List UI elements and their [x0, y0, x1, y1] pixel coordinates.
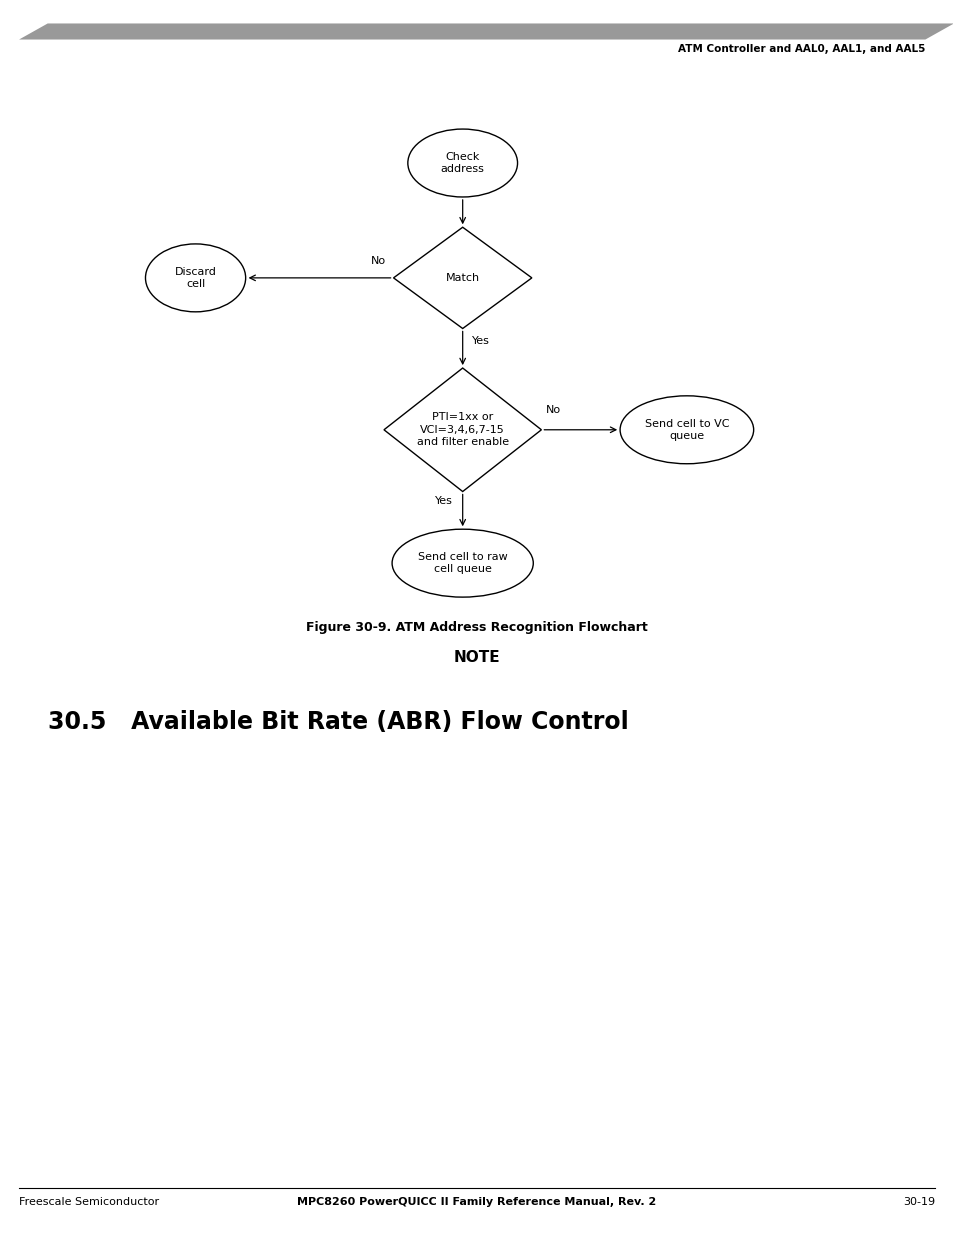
- Ellipse shape: [619, 395, 753, 463]
- Text: MPC8260 PowerQUICC II Family Reference Manual, Rev. 2: MPC8260 PowerQUICC II Family Reference M…: [297, 1197, 656, 1207]
- Text: Discard
cell: Discard cell: [174, 267, 216, 289]
- Ellipse shape: [145, 245, 246, 312]
- Text: No: No: [371, 256, 385, 266]
- Text: Yes: Yes: [435, 496, 453, 506]
- Polygon shape: [383, 368, 541, 492]
- Text: 30.5   Available Bit Rate (ABR) Flow Control: 30.5 Available Bit Rate (ABR) Flow Contr…: [48, 710, 628, 735]
- Text: NOTE: NOTE: [454, 650, 499, 664]
- Polygon shape: [19, 23, 953, 40]
- Ellipse shape: [392, 529, 533, 597]
- Text: Figure 30-9. ATM Address Recognition Flowchart: Figure 30-9. ATM Address Recognition Flo…: [306, 621, 647, 634]
- Text: Freescale Semiconductor: Freescale Semiconductor: [19, 1197, 159, 1207]
- Text: No: No: [545, 405, 560, 415]
- Text: 30-19: 30-19: [902, 1197, 934, 1207]
- Text: Match: Match: [445, 273, 479, 283]
- Text: PTI=1xx or
VCI=3,4,6,7-15
and filter enable: PTI=1xx or VCI=3,4,6,7-15 and filter ena…: [416, 412, 508, 447]
- Text: Send cell to raw
cell queue: Send cell to raw cell queue: [417, 552, 507, 574]
- Text: Check
address: Check address: [440, 152, 484, 174]
- Text: ATM Controller and AAL0, AAL1, and AAL5: ATM Controller and AAL0, AAL1, and AAL5: [678, 44, 924, 54]
- Polygon shape: [393, 227, 531, 329]
- Text: Yes: Yes: [472, 336, 490, 346]
- Text: Send cell to VC
queue: Send cell to VC queue: [644, 419, 728, 441]
- Ellipse shape: [407, 128, 517, 198]
